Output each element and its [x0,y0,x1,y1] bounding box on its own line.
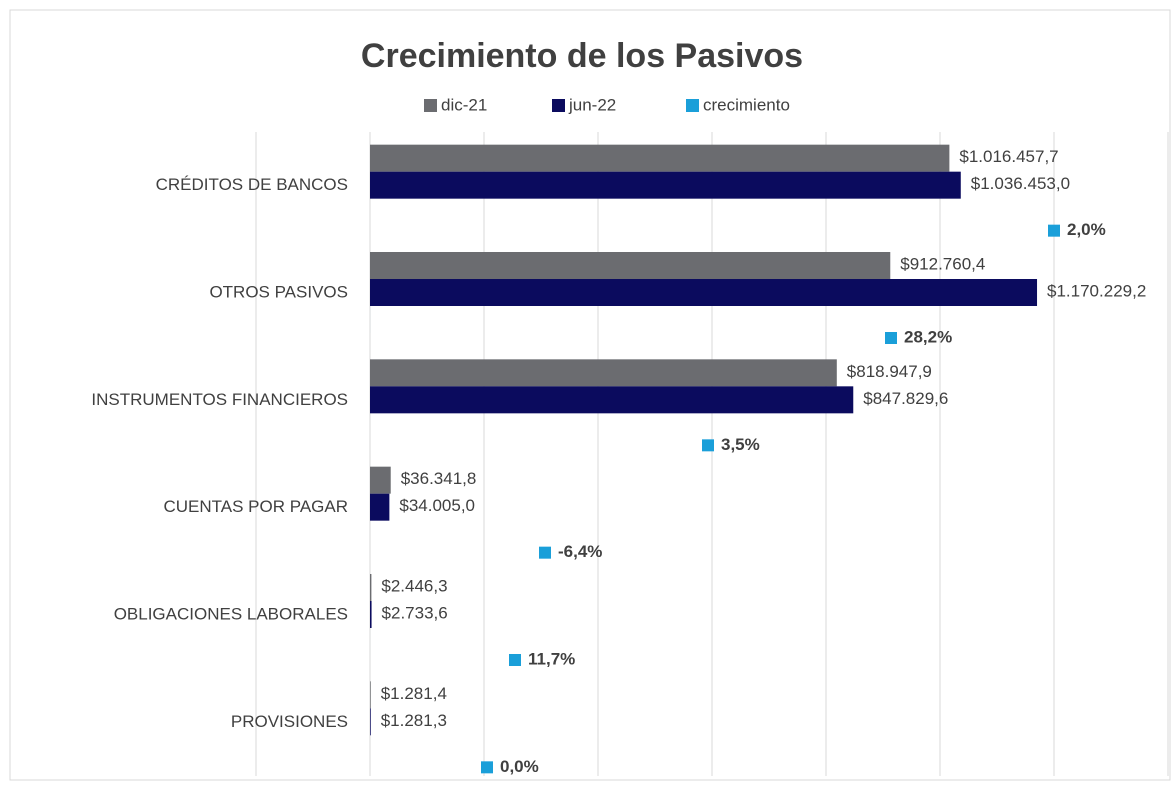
y-tick-label: PROVISIONES [231,712,348,731]
legend-swatch [552,99,565,112]
bar [370,601,372,628]
bar [370,144,950,172]
data-label: $847.829,6 [863,389,948,408]
y-tick-label: INSTRUMENTOS FINANCIEROS [91,390,348,409]
data-label: $1.281,3 [381,711,447,730]
bar [370,359,837,387]
data-label-key [509,654,521,666]
bar [370,708,371,736]
y-tick-label: OTROS PASIVOS [209,282,348,301]
data-label: 28,2% [904,327,952,346]
data-label-key [539,546,551,559]
data-label: $818.947,9 [847,362,932,381]
data-label: -6,4% [558,542,602,561]
bar [370,386,854,414]
bar [370,252,891,279]
data-label: $1.281,4 [381,684,447,703]
legend: dic-21 jun-22 crecimiento [424,95,790,114]
data-label: $1.036.453,0 [971,174,1070,193]
chart-title: Crecimiento de los Pasivos [361,37,803,75]
data-label-key [702,439,714,452]
legend-label: jun-22 [568,95,616,114]
data-label: $1.016.457,7 [959,147,1058,166]
bar [370,493,390,521]
data-label: $34.005,0 [399,496,475,515]
bar [370,466,391,494]
bar [370,681,371,709]
y-tick-label: CUENTAS POR PAGAR [163,497,348,516]
legend-label: crecimiento [703,95,790,114]
legend-swatch [424,99,437,112]
data-label: 3,5% [721,435,760,454]
data-label: $912.760,4 [900,254,985,273]
legend-label: dic-21 [441,95,487,114]
bar [370,279,1038,306]
data-label: 11,7% [528,649,575,668]
data-label-key [885,332,897,344]
bar [370,171,961,199]
data-label-key [1048,224,1060,237]
legend-swatch [686,99,699,112]
data-label: $2.733,6 [382,603,448,622]
data-label: $2.446,3 [381,576,447,595]
bar [370,574,372,601]
data-label: $36.341,8 [401,469,477,488]
data-label-key [481,761,493,774]
data-label: $1.170.229,2 [1047,281,1146,300]
y-tick-label: CRÉDITOS DE BANCOS [156,175,348,194]
y-tick-label: OBLIGACIONES LABORALES [114,604,348,623]
data-label: 0,0% [500,757,539,776]
data-label: 2,0% [1067,220,1106,239]
